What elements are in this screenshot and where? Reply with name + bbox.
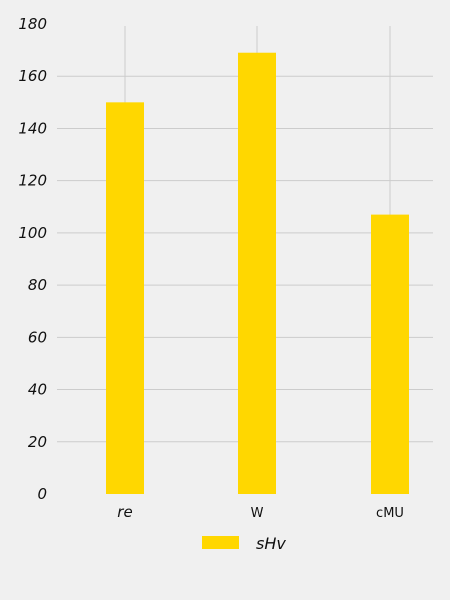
bar-re [106,102,144,494]
y-tick-label: 80 [28,276,47,294]
x-tick-label: W [251,506,264,521]
legend-label: sHv [256,534,286,553]
y-tick-label: 20 [28,433,47,451]
y-axis-ticks: 0 20 40 60 80 100 120 140 160 180 [18,15,47,503]
y-tick-label: 100 [18,224,47,242]
bars [106,52,409,494]
x-tick-label: re [117,503,132,521]
y-tick-label: 180 [18,15,47,33]
y-tick-label: 140 [18,119,47,137]
legend-swatch [202,536,239,549]
y-tick-label: 60 [28,328,47,346]
y-tick-label: 0 [37,485,47,503]
y-tick-label: 40 [28,381,47,399]
bar-cMU [371,214,409,494]
legend: sHv [202,534,286,553]
x-tick-label: cMU [376,506,404,521]
bar-W [238,52,276,494]
y-tick-label: 120 [18,172,47,190]
y-tick-label: 160 [18,67,47,85]
